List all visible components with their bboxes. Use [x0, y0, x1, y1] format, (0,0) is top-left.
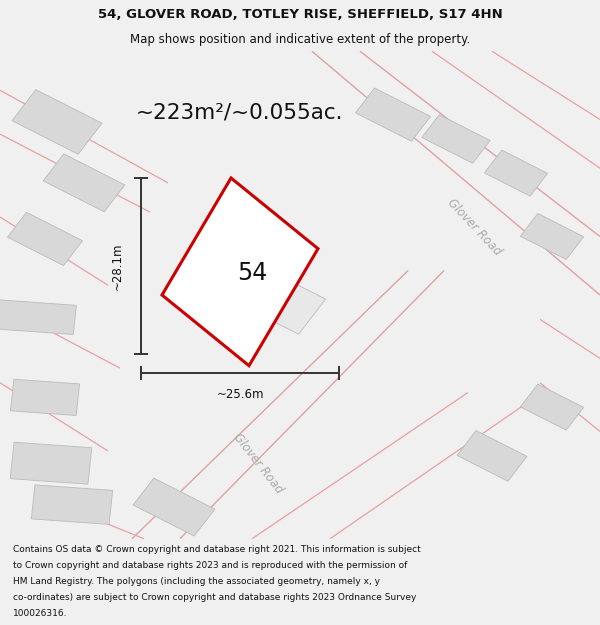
Polygon shape: [133, 478, 215, 536]
Polygon shape: [355, 88, 431, 141]
Polygon shape: [12, 89, 102, 154]
Polygon shape: [7, 213, 83, 266]
Text: 54: 54: [237, 261, 267, 285]
Text: ~28.1m: ~28.1m: [110, 242, 124, 289]
Polygon shape: [457, 431, 527, 481]
Text: Map shows position and indicative extent of the property.: Map shows position and indicative extent…: [130, 34, 470, 46]
Text: Glover Road: Glover Road: [230, 431, 286, 496]
Polygon shape: [422, 115, 490, 163]
Text: HM Land Registry. The polygons (including the associated geometry, namely x, y: HM Land Registry. The polygons (includin…: [13, 577, 380, 586]
Polygon shape: [43, 154, 125, 212]
Polygon shape: [10, 442, 92, 484]
Text: Contains OS data © Crown copyright and database right 2021. This information is : Contains OS data © Crown copyright and d…: [13, 545, 421, 554]
Text: ~25.6m: ~25.6m: [216, 388, 264, 401]
Text: 100026316.: 100026316.: [13, 609, 68, 618]
Polygon shape: [0, 299, 76, 334]
Polygon shape: [10, 379, 80, 416]
Polygon shape: [31, 485, 113, 524]
Polygon shape: [520, 214, 584, 259]
Polygon shape: [232, 266, 326, 334]
Text: to Crown copyright and database rights 2023 and is reproduced with the permissio: to Crown copyright and database rights 2…: [13, 561, 407, 570]
Polygon shape: [520, 384, 584, 430]
Text: co-ordinates) are subject to Crown copyright and database rights 2023 Ordnance S: co-ordinates) are subject to Crown copyr…: [13, 592, 416, 602]
Text: ~223m²/~0.055ac.: ~223m²/~0.055ac.: [136, 102, 344, 122]
Polygon shape: [162, 178, 318, 366]
Text: Glover Road: Glover Road: [445, 196, 503, 258]
Polygon shape: [484, 150, 548, 196]
Text: 54, GLOVER ROAD, TOTLEY RISE, SHEFFIELD, S17 4HN: 54, GLOVER ROAD, TOTLEY RISE, SHEFFIELD,…: [98, 8, 502, 21]
